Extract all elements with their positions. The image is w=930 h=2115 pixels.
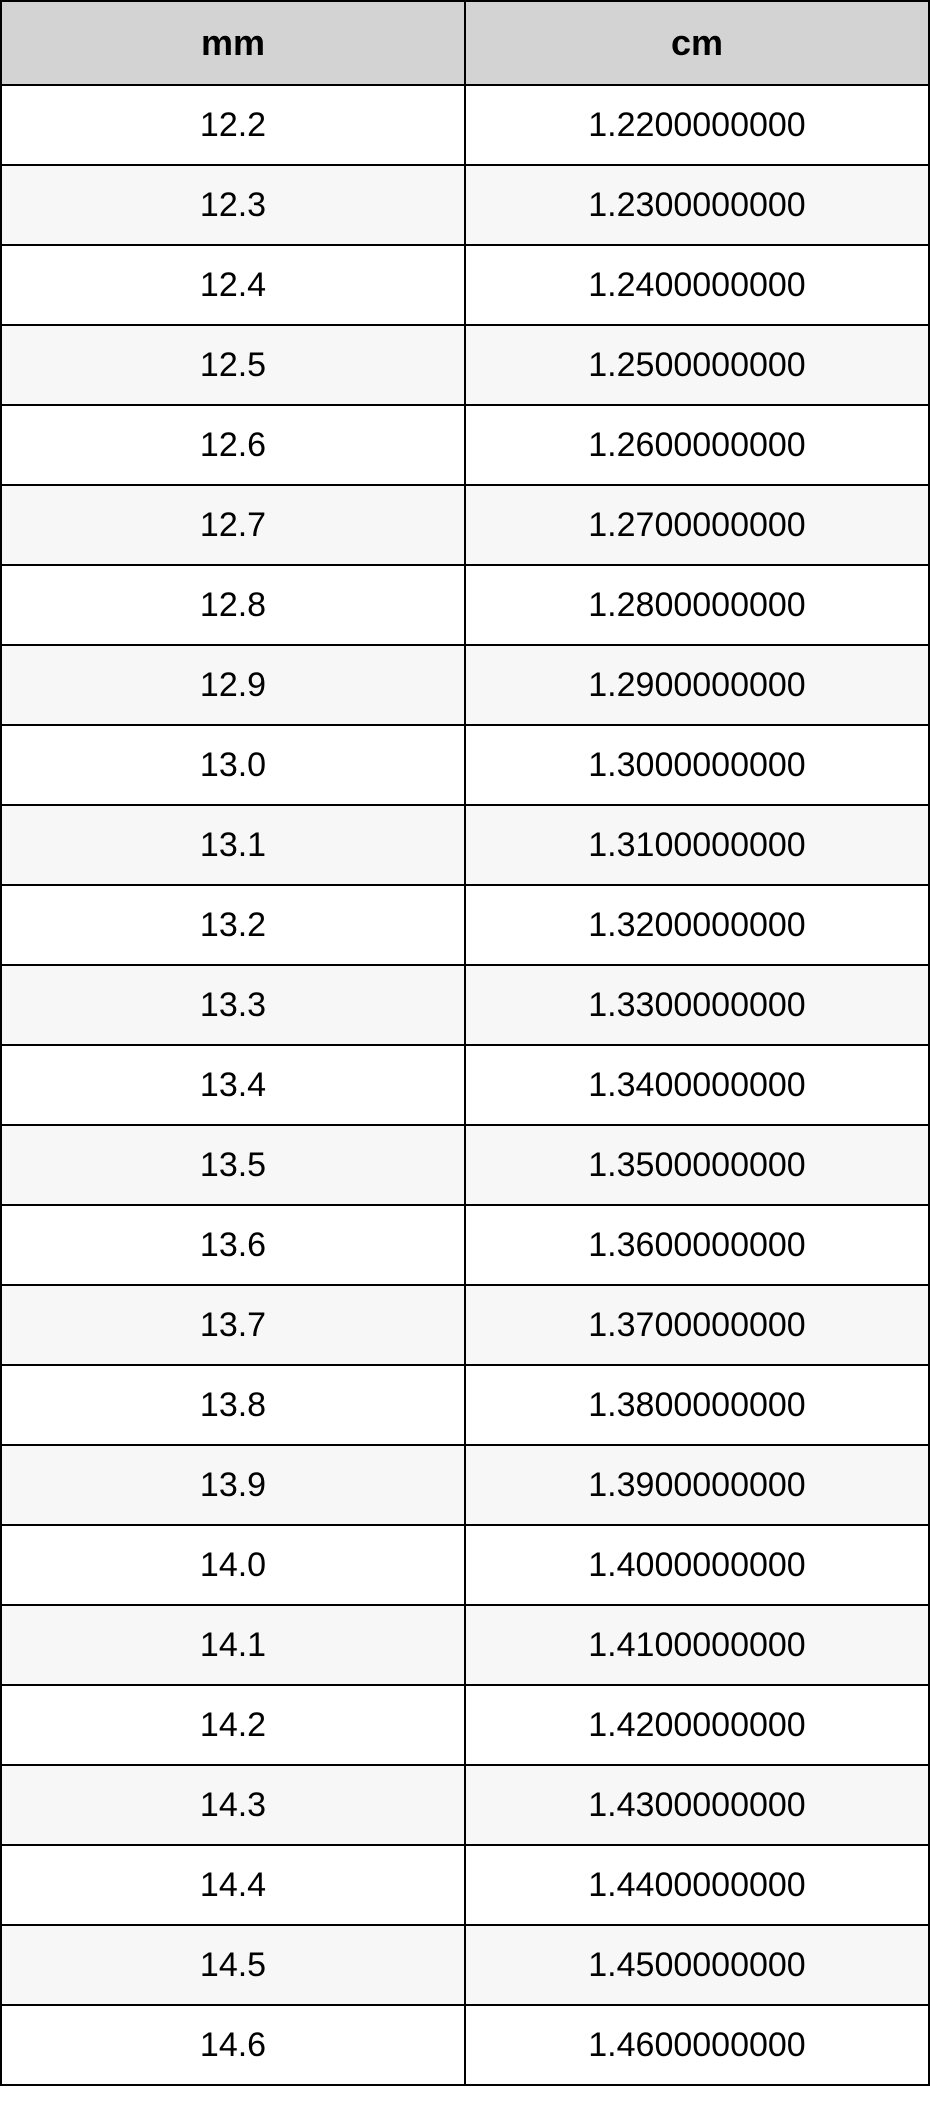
table-row: 13.61.3600000000 bbox=[1, 1205, 929, 1285]
cell-mm: 13.2 bbox=[1, 885, 465, 965]
table-row: 14.31.4300000000 bbox=[1, 1765, 929, 1845]
cell-cm: 1.2900000000 bbox=[465, 645, 929, 725]
cell-mm: 13.0 bbox=[1, 725, 465, 805]
cell-cm: 1.2800000000 bbox=[465, 565, 929, 645]
table-row: 14.01.4000000000 bbox=[1, 1525, 929, 1605]
cell-cm: 1.4100000000 bbox=[465, 1605, 929, 1685]
table-row: 13.01.3000000000 bbox=[1, 725, 929, 805]
table-row: 13.11.3100000000 bbox=[1, 805, 929, 885]
conversion-table: mm cm 12.21.220000000012.31.230000000012… bbox=[0, 0, 930, 2086]
cell-mm: 14.5 bbox=[1, 1925, 465, 2005]
cell-mm: 14.1 bbox=[1, 1605, 465, 1685]
cell-mm: 13.8 bbox=[1, 1365, 465, 1445]
cell-mm: 12.2 bbox=[1, 85, 465, 165]
cell-mm: 14.2 bbox=[1, 1685, 465, 1765]
cell-cm: 1.3900000000 bbox=[465, 1445, 929, 1525]
cell-cm: 1.4200000000 bbox=[465, 1685, 929, 1765]
cell-mm: 13.4 bbox=[1, 1045, 465, 1125]
cell-cm: 1.2200000000 bbox=[465, 85, 929, 165]
cell-mm: 13.5 bbox=[1, 1125, 465, 1205]
table-row: 12.41.2400000000 bbox=[1, 245, 929, 325]
column-header-cm: cm bbox=[465, 1, 929, 85]
table-row: 12.51.2500000000 bbox=[1, 325, 929, 405]
cell-mm: 13.7 bbox=[1, 1285, 465, 1365]
cell-cm: 1.2500000000 bbox=[465, 325, 929, 405]
cell-cm: 1.3500000000 bbox=[465, 1125, 929, 1205]
table-row: 13.41.3400000000 bbox=[1, 1045, 929, 1125]
cell-mm: 12.9 bbox=[1, 645, 465, 725]
table-row: 12.31.2300000000 bbox=[1, 165, 929, 245]
cell-cm: 1.3100000000 bbox=[465, 805, 929, 885]
table-row: 14.51.4500000000 bbox=[1, 1925, 929, 2005]
table-row: 13.51.3500000000 bbox=[1, 1125, 929, 1205]
table-row: 12.91.2900000000 bbox=[1, 645, 929, 725]
table-row: 14.41.4400000000 bbox=[1, 1845, 929, 1925]
table-row: 14.11.4100000000 bbox=[1, 1605, 929, 1685]
cell-cm: 1.4300000000 bbox=[465, 1765, 929, 1845]
table-row: 14.21.4200000000 bbox=[1, 1685, 929, 1765]
cell-mm: 12.8 bbox=[1, 565, 465, 645]
table-row: 13.31.3300000000 bbox=[1, 965, 929, 1045]
cell-mm: 12.6 bbox=[1, 405, 465, 485]
cell-mm: 12.5 bbox=[1, 325, 465, 405]
cell-mm: 12.3 bbox=[1, 165, 465, 245]
cell-cm: 1.2300000000 bbox=[465, 165, 929, 245]
table-row: 12.71.2700000000 bbox=[1, 485, 929, 565]
cell-cm: 1.2600000000 bbox=[465, 405, 929, 485]
cell-cm: 1.4500000000 bbox=[465, 1925, 929, 2005]
cell-mm: 12.4 bbox=[1, 245, 465, 325]
cell-cm: 1.4400000000 bbox=[465, 1845, 929, 1925]
cell-mm: 13.9 bbox=[1, 1445, 465, 1525]
cell-cm: 1.2700000000 bbox=[465, 485, 929, 565]
cell-cm: 1.4000000000 bbox=[465, 1525, 929, 1605]
cell-mm: 14.0 bbox=[1, 1525, 465, 1605]
table-row: 13.81.3800000000 bbox=[1, 1365, 929, 1445]
column-header-mm: mm bbox=[1, 1, 465, 85]
cell-mm: 14.3 bbox=[1, 1765, 465, 1845]
table-header-row: mm cm bbox=[1, 1, 929, 85]
cell-mm: 14.6 bbox=[1, 2005, 465, 2085]
cell-cm: 1.3800000000 bbox=[465, 1365, 929, 1445]
table-row: 13.91.3900000000 bbox=[1, 1445, 929, 1525]
table-row: 12.81.2800000000 bbox=[1, 565, 929, 645]
cell-mm: 14.4 bbox=[1, 1845, 465, 1925]
table-row: 12.21.2200000000 bbox=[1, 85, 929, 165]
table-row: 13.71.3700000000 bbox=[1, 1285, 929, 1365]
cell-cm: 1.2400000000 bbox=[465, 245, 929, 325]
table-row: 13.21.3200000000 bbox=[1, 885, 929, 965]
cell-cm: 1.3300000000 bbox=[465, 965, 929, 1045]
cell-cm: 1.3200000000 bbox=[465, 885, 929, 965]
cell-mm: 13.1 bbox=[1, 805, 465, 885]
cell-mm: 13.6 bbox=[1, 1205, 465, 1285]
cell-mm: 12.7 bbox=[1, 485, 465, 565]
cell-cm: 1.3600000000 bbox=[465, 1205, 929, 1285]
cell-cm: 1.3400000000 bbox=[465, 1045, 929, 1125]
cell-cm: 1.4600000000 bbox=[465, 2005, 929, 2085]
table-row: 12.61.2600000000 bbox=[1, 405, 929, 485]
cell-mm: 13.3 bbox=[1, 965, 465, 1045]
cell-cm: 1.3000000000 bbox=[465, 725, 929, 805]
cell-cm: 1.3700000000 bbox=[465, 1285, 929, 1365]
table-row: 14.61.4600000000 bbox=[1, 2005, 929, 2085]
